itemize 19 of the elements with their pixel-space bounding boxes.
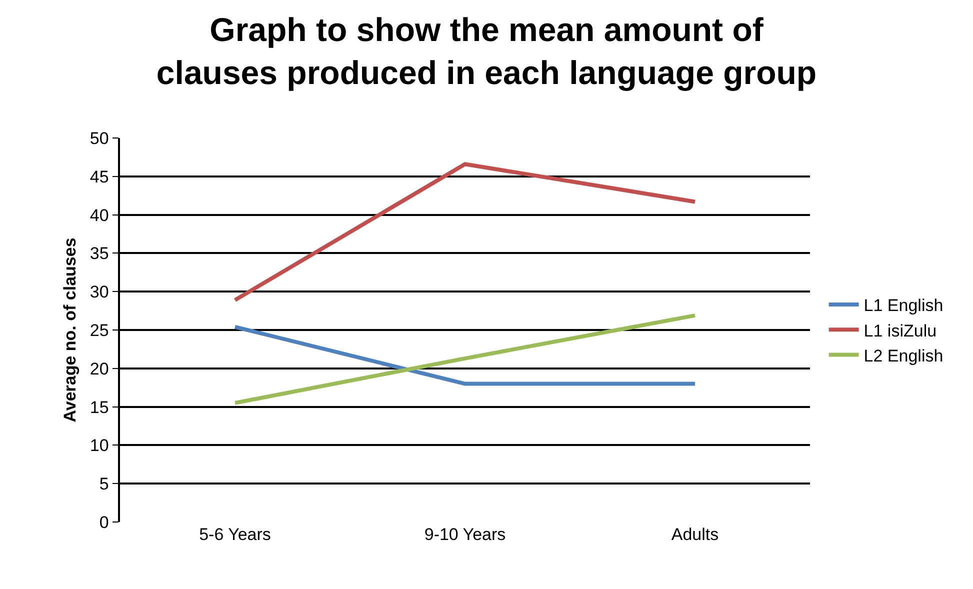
x-tick-label: Adults [671, 525, 719, 544]
legend-label: L1 isiZulu [864, 321, 937, 340]
y-tick-label: 0 [99, 512, 109, 532]
chart-title: Graph to show the mean amount of clauses produced in each language group [156, 11, 817, 92]
y-tick-label: 50 [90, 128, 109, 148]
y-axis-title: Average no. of clauses [60, 238, 80, 422]
y-tick-label: 40 [90, 206, 109, 225]
y-tick-label: 35 [90, 244, 109, 264]
x-tick-label: 9-10 Years [424, 525, 506, 544]
y-tick-label: 20 [90, 359, 109, 378]
y-tick-label: 30 [90, 282, 109, 302]
y-tick-label: 15 [90, 398, 109, 417]
y-tick-label: 25 [90, 320, 109, 340]
y-tick-label: 5 [99, 474, 109, 494]
x-tick-label: 5-6 Years [199, 525, 271, 544]
legend-label: L2 English [864, 346, 944, 366]
legend-label: L1 English [864, 296, 944, 316]
y-tick-label: 10 [90, 436, 109, 456]
y-tick-label: 45 [90, 167, 109, 186]
